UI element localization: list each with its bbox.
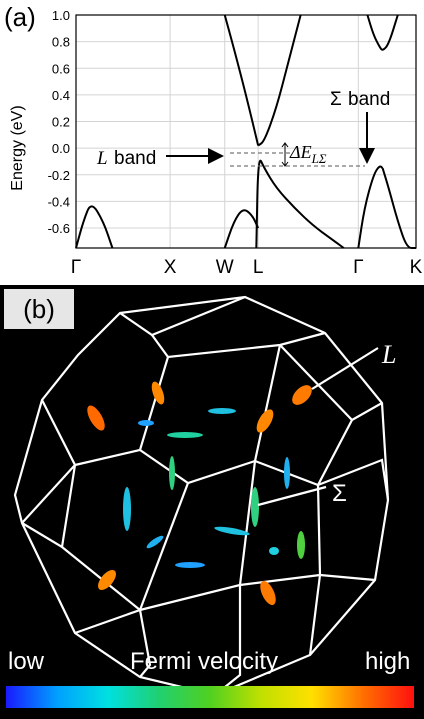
band-line — [75, 205, 114, 249]
sigma-pocket — [208, 408, 236, 414]
x-tick-label: X — [164, 257, 177, 278]
legend-low: low — [8, 648, 45, 675]
sigma-pocket — [251, 487, 259, 527]
delta-label: ΔELΣ — [289, 142, 327, 166]
l-band-word: band — [114, 148, 156, 169]
y-tick-label: 0.2 — [52, 115, 70, 130]
legend-high: high — [365, 648, 411, 675]
sigma-pointer-line — [257, 485, 327, 507]
sigma-band-letter: Σ — [330, 89, 342, 110]
band-structure-chart: 1.00.80.60.40.20.0-0.2-0.4-0.6Γ X W L Γ K Ene… — [9, 8, 423, 278]
l-pocket — [151, 381, 165, 405]
sigma-pocket — [214, 526, 250, 536]
l-point-label: L — [381, 340, 396, 369]
band-line — [366, 14, 399, 51]
sigma-pocket — [297, 531, 305, 559]
sigma-pocket — [284, 457, 290, 489]
sigma-pocket — [269, 547, 279, 555]
y-tick-label: 0.6 — [52, 61, 70, 76]
l-pocket — [87, 405, 105, 431]
band-line — [357, 165, 384, 249]
sigma-pocket — [123, 487, 131, 531]
x-tick-label: W — [216, 257, 234, 278]
band-line — [223, 14, 260, 146]
y-tick-label: 0.0 — [52, 141, 70, 156]
x-tick-label: Γ — [353, 257, 363, 278]
sigma-point-label: Σ — [332, 480, 347, 507]
y-tick-label: -0.6 — [48, 221, 70, 236]
band-line — [381, 167, 416, 249]
panel-b-tag: (b) — [4, 289, 74, 329]
band-line — [223, 209, 260, 249]
sigma-pocket — [169, 456, 175, 490]
sigma-pocket — [138, 420, 154, 426]
fermi-velocity-colorbar — [6, 686, 414, 708]
band-line — [257, 14, 302, 147]
y-tick-label: 0.8 — [52, 35, 70, 50]
x-tick-label: Γ — [71, 257, 81, 278]
x-tick-label: L — [253, 257, 264, 278]
l-pocket — [292, 385, 312, 405]
fermi-pockets — [87, 381, 312, 606]
y-tick-label: -0.2 — [48, 168, 70, 183]
y-tick-label: 1.0 — [52, 8, 70, 23]
y-tick-label: -0.4 — [48, 194, 70, 209]
sigma-pocket — [175, 562, 205, 568]
plot-frame — [75, 14, 417, 249]
l-pocket — [256, 409, 274, 433]
l-band-letter: L — [96, 148, 108, 169]
l-pointer-line — [311, 347, 379, 390]
l-pocket — [98, 570, 116, 590]
x-tick-label: K — [410, 257, 423, 278]
sigma-pocket — [146, 535, 164, 549]
y-tick-label: 0.4 — [52, 88, 70, 103]
l-pocket — [260, 580, 276, 606]
sigma-band-word: band — [348, 89, 390, 110]
panel-b: L Σ (b) — [0, 285, 424, 719]
panel-a-tag: (a) — [4, 2, 36, 32]
y-axis-label: Energy (eV) — [9, 105, 26, 190]
band-line — [255, 159, 345, 249]
legend-title: Fermi velocity — [130, 648, 279, 675]
panel-a: (a) 1.0 0.8 0.6 0.4 0.2 0.0 -0.2 -0.4 -0.6 Γ X W L Γ K… — [0, 0, 424, 285]
sigma-pocket — [167, 432, 203, 438]
